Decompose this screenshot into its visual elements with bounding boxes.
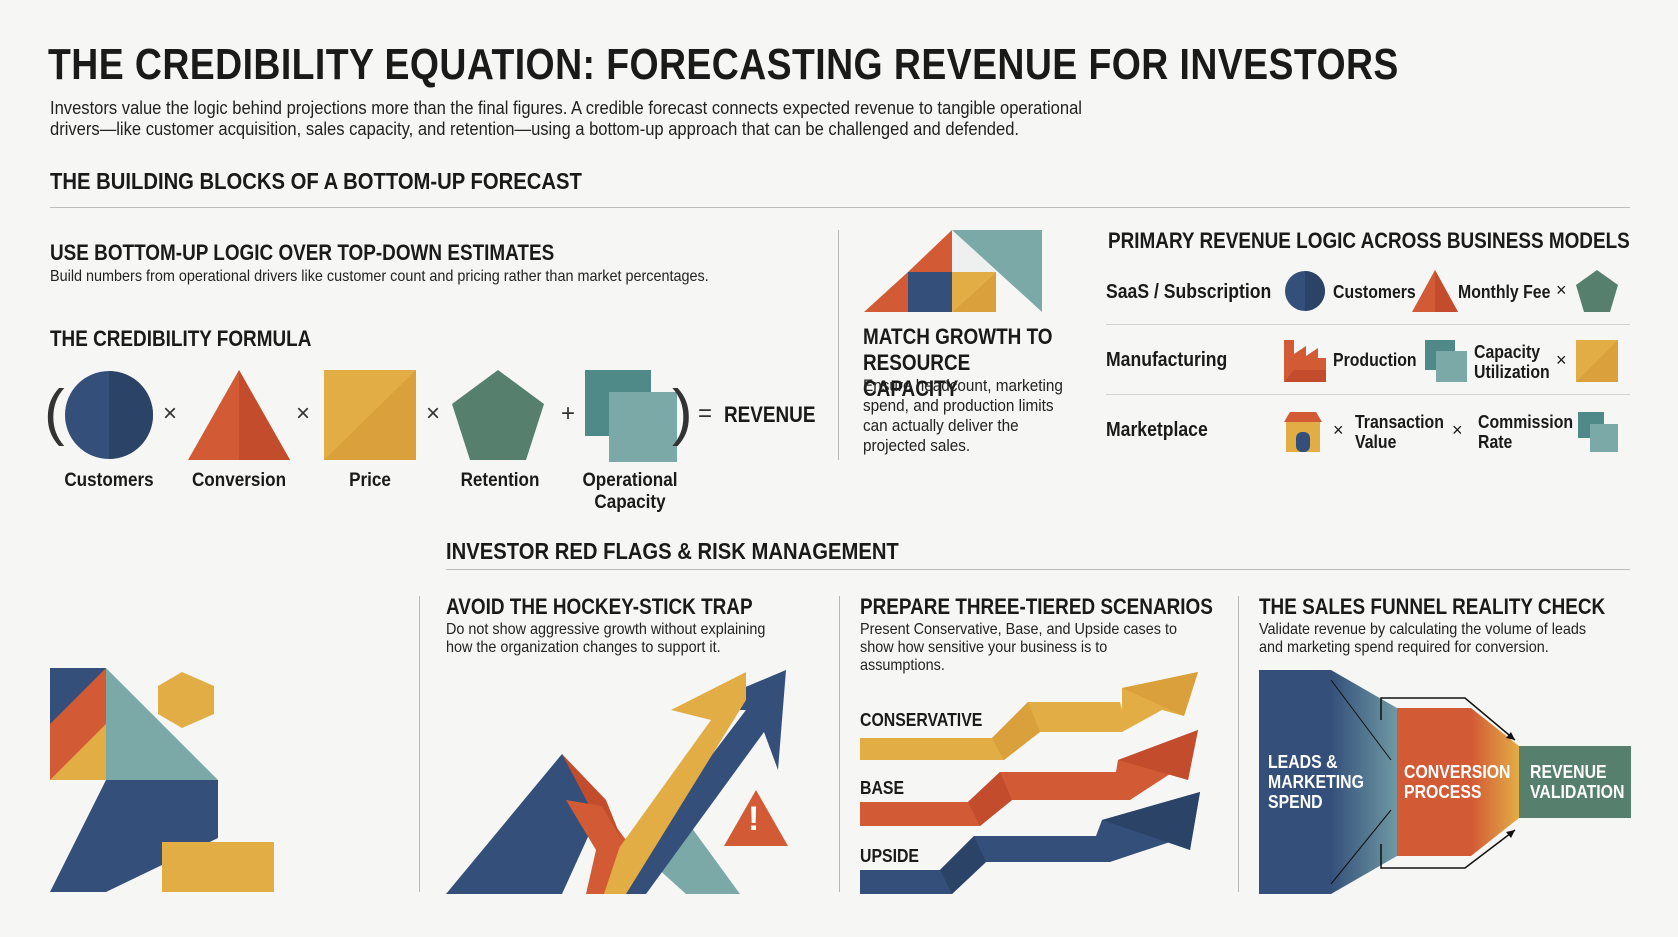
column-divider	[1238, 596, 1239, 892]
price-square-icon	[324, 370, 416, 460]
open-paren: (	[44, 378, 65, 447]
bottom-up-text: Build numbers from operational drivers l…	[50, 268, 709, 285]
scenarios-text: Present Conservative, Base, and Upside c…	[860, 621, 1177, 674]
customers-circle-icon	[1285, 271, 1325, 311]
conversion-triangle-icon	[188, 370, 290, 460]
row-divider	[1106, 394, 1630, 395]
revenue-logic-title: PRIMARY REVENUE LOGIC ACROSS BUSINESS MO…	[1108, 228, 1630, 253]
column-divider	[839, 596, 840, 892]
op-multiply-2: ×	[296, 400, 311, 427]
hockey-text: Do not show aggressive growth without ex…	[446, 621, 766, 656]
marketplace-factor-transaction-value: Transaction Value	[1355, 412, 1444, 452]
row-divider	[1106, 324, 1630, 325]
term-conversion: Conversion	[191, 470, 287, 491]
warning-glyph: !	[748, 800, 760, 838]
section-title-red-flags: INVESTOR RED FLAGS & RISK MANAGEMENT	[446, 538, 899, 564]
match-growth-text: Ensure headcount, marketing spend, and p…	[863, 376, 1063, 455]
scenario-label-conservative: CONSERVATIVE	[860, 710, 983, 730]
funnel-stage-leads: LEADS & MARKETING SPEND	[1268, 752, 1364, 812]
gold-square-icon	[1576, 340, 1618, 382]
retention-pentagon-icon	[452, 370, 544, 460]
op-equals: =	[698, 400, 713, 427]
page-subtitle: Investors value the logic behind project…	[50, 98, 1082, 139]
pentagon-icon	[1576, 270, 1618, 312]
manufacturing-factor-capacity-utilization: Capacity Utilization	[1474, 342, 1550, 382]
saas-factor-monthly-fee: Monthly Fee	[1458, 282, 1551, 302]
factory-icon	[1284, 340, 1326, 382]
section-divider	[446, 569, 1630, 570]
model-name-saas: SaaS / Subscription	[1106, 281, 1272, 303]
term-operational-capacity: Operational Capacity	[582, 470, 678, 513]
match-growth-title: MATCH GROWTH TO RESOURCE CAPACITY	[863, 324, 1053, 401]
funnel-stage-revenue-validation: REVENUE VALIDATION	[1530, 762, 1625, 802]
term-customers: Customers	[64, 470, 154, 491]
scenario-label-upside: UPSIDE	[860, 846, 919, 866]
marketplace-op-multiply-2: ×	[1452, 420, 1463, 440]
scenarios-title: PREPARE THREE-TIERED SCENARIOS	[860, 594, 1213, 619]
close-paren: )	[672, 378, 693, 447]
bottom-up-title: USE BOTTOM-UP LOGIC OVER TOP-DOWN ESTIMA…	[50, 240, 555, 265]
formula-result: REVENUE	[724, 402, 816, 427]
column-divider	[419, 596, 420, 892]
hockey-title: AVOID THE HOCKEY-STICK TRAP	[446, 594, 753, 619]
op-plus: +	[561, 400, 576, 427]
commission-squares-icon	[1578, 412, 1618, 452]
scenario-label-base: BASE	[860, 778, 905, 798]
tangram-figure-icon	[50, 668, 274, 892]
funnel-stage-conversion: CONVERSION PROCESS	[1404, 762, 1511, 802]
conservative-arrow-icon	[860, 672, 1198, 760]
triangle-icon	[1412, 270, 1458, 312]
marketplace-op-multiply-1: ×	[1333, 420, 1344, 440]
customers-circle-icon	[65, 371, 153, 459]
funnel-text: Validate revenue by calculating the volu…	[1259, 621, 1587, 656]
section-title-building-blocks: THE BUILDING BLOCKS OF A BOTTOM-UP FOREC…	[50, 168, 582, 194]
operational-capacity-squares-icon	[585, 370, 677, 462]
sales-funnel-diagram	[1259, 670, 1631, 894]
upside-arrow-icon	[860, 792, 1200, 894]
storefront-icon	[1284, 412, 1322, 452]
base-arrow-icon	[860, 730, 1198, 826]
column-divider	[838, 230, 839, 460]
manufacturing-op-multiply: ×	[1556, 350, 1567, 370]
page-title: THE CREDIBILITY EQUATION: FORECASTING RE…	[48, 40, 1399, 89]
formula-title: THE CREDIBILITY FORMULA	[50, 326, 312, 351]
saas-factor-customers: Customers	[1333, 282, 1416, 302]
section-divider	[50, 207, 1630, 208]
capacity-squares-icon	[1425, 340, 1467, 382]
term-price: Price	[349, 470, 391, 491]
model-name-manufacturing: Manufacturing	[1106, 349, 1228, 371]
saas-op-multiply: ×	[1556, 280, 1567, 300]
marketplace-factor-commission-rate: Commission Rate	[1478, 412, 1574, 452]
hockey-stick-chart-icon	[446, 670, 786, 894]
model-name-marketplace: Marketplace	[1106, 419, 1208, 441]
op-multiply-3: ×	[426, 400, 441, 427]
manufacturing-factor-production: Production	[1333, 350, 1417, 370]
warning-icon	[724, 790, 788, 846]
op-multiply-1: ×	[163, 400, 178, 427]
tangram-house-icon	[864, 230, 1042, 312]
term-retention: Retention	[460, 470, 540, 491]
funnel-title: THE SALES FUNNEL REALITY CHECK	[1259, 594, 1606, 619]
